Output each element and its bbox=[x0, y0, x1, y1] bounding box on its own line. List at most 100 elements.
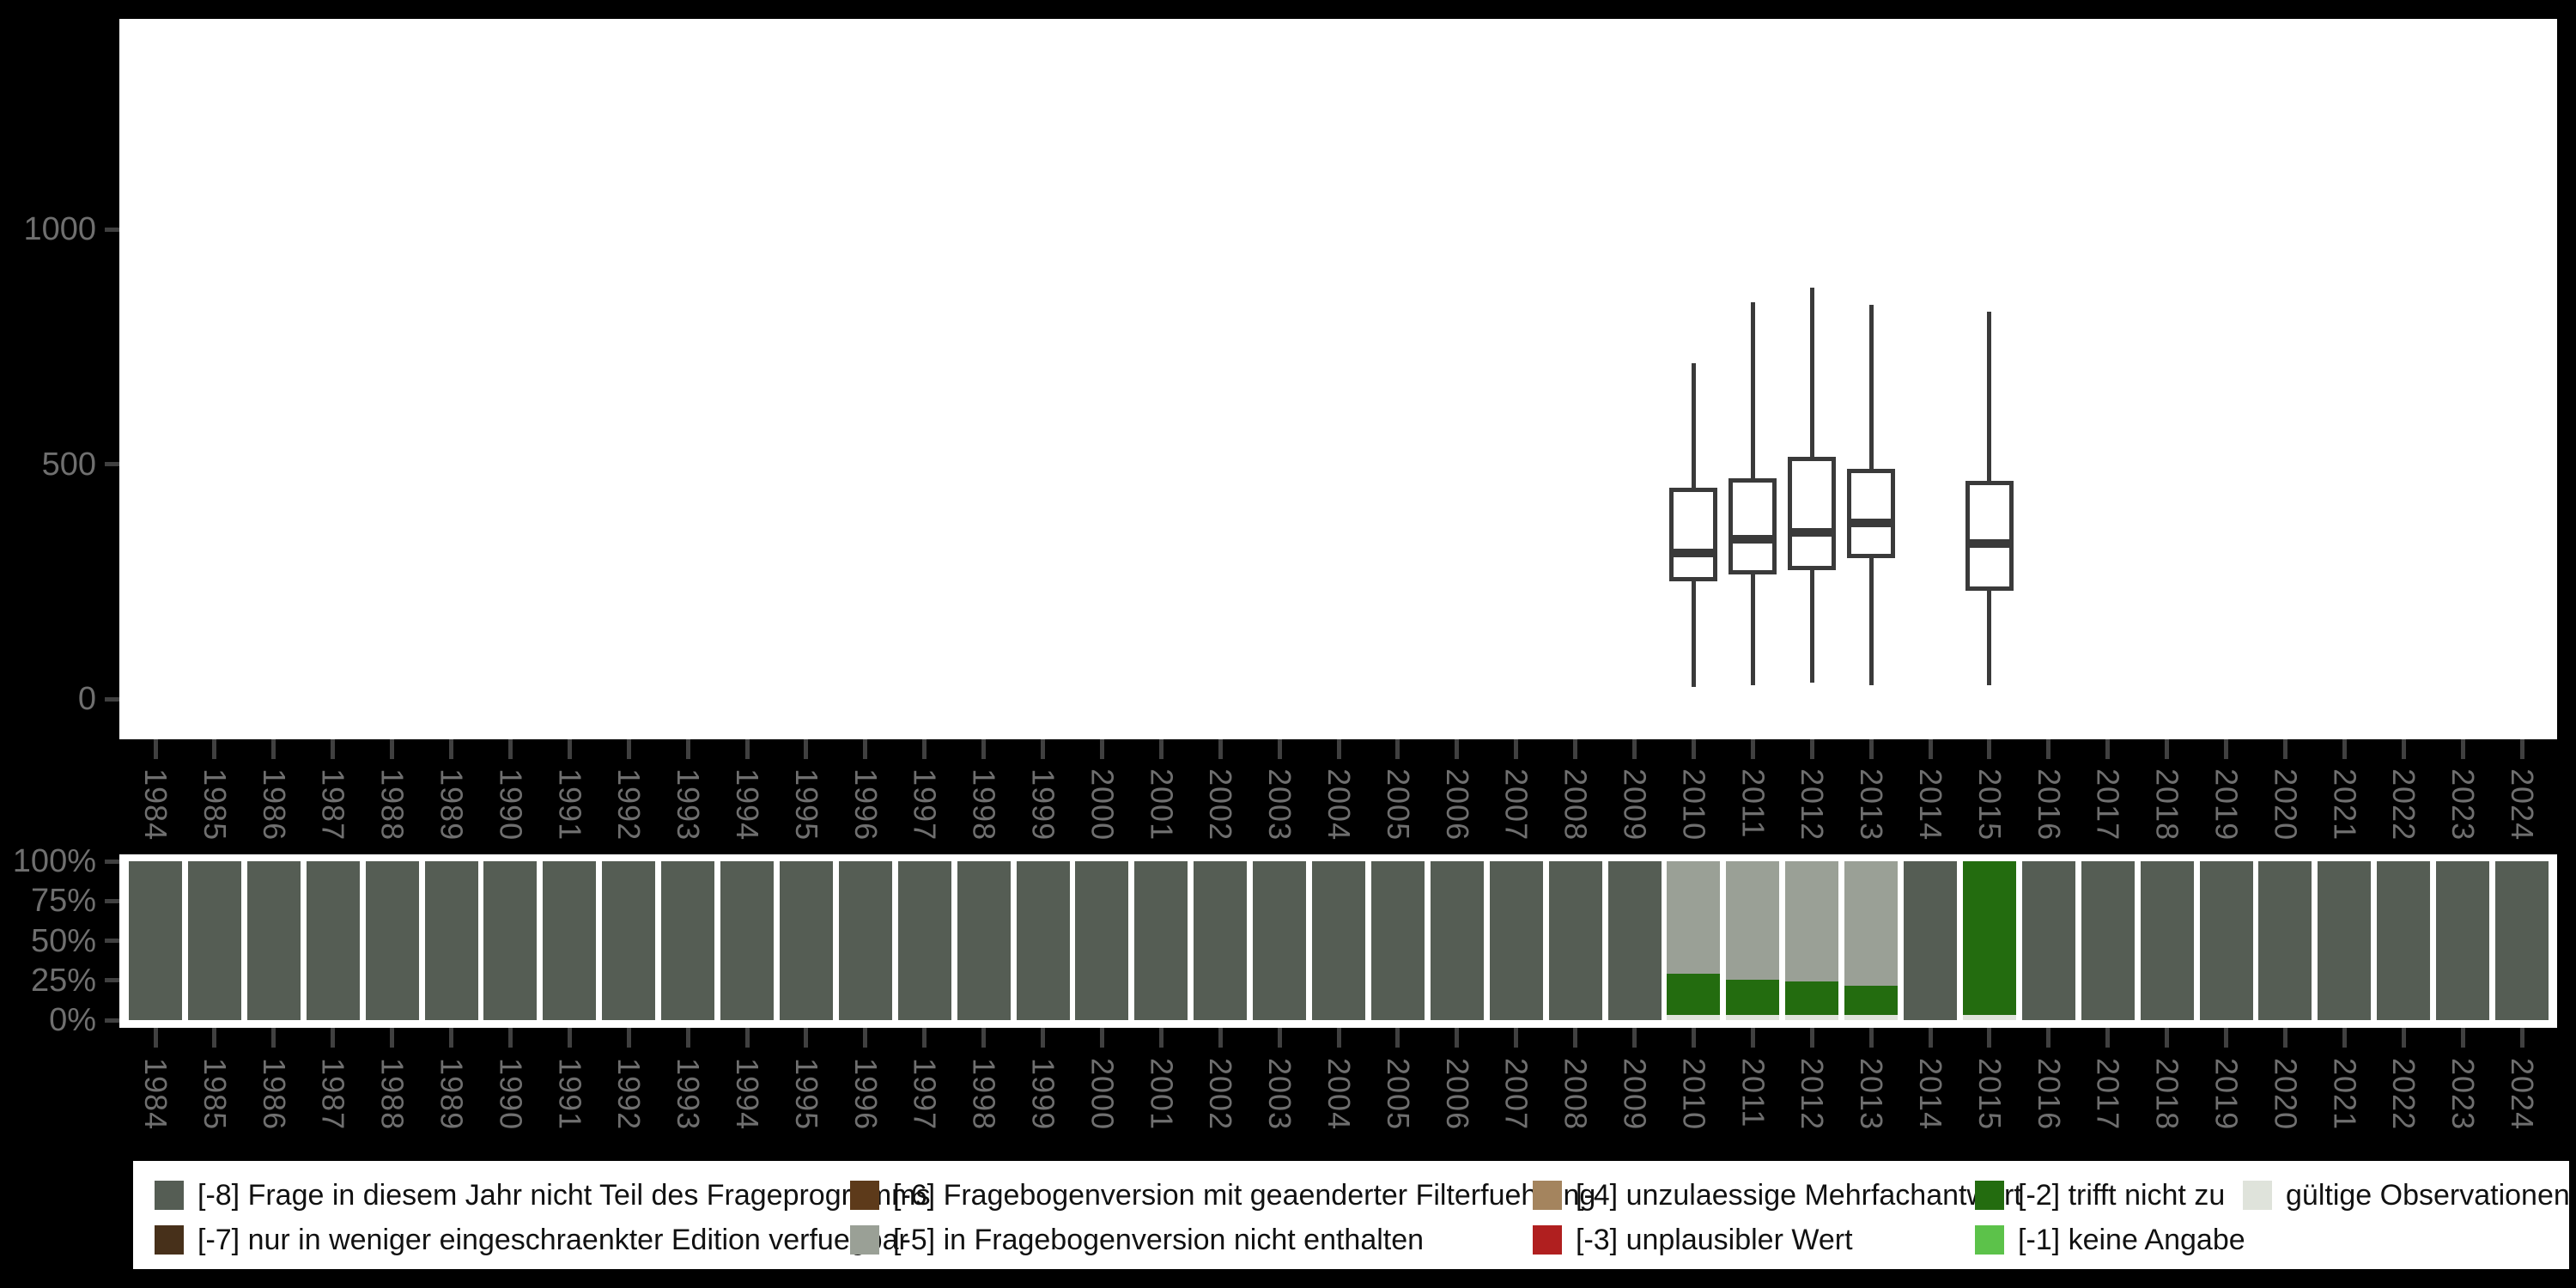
y-label-bars: 100% bbox=[12, 843, 96, 879]
y-label-boxplot: 500 bbox=[41, 446, 96, 483]
x-tick-boxplot bbox=[1395, 739, 1400, 759]
x-tick-boxplot bbox=[449, 739, 453, 759]
x-tick-boxplot bbox=[1514, 739, 1519, 759]
x-label-boxplot: 2000 bbox=[1084, 769, 1121, 841]
y-label-boxplot: 0 bbox=[77, 681, 96, 717]
x-label-boxplot: 2001 bbox=[1144, 769, 1180, 841]
x-tick-bars bbox=[1336, 1028, 1341, 1048]
x-label-boxplot: 2006 bbox=[1439, 769, 1475, 841]
bar-segment--8 bbox=[1253, 861, 1307, 1020]
x-label-bars: 2015 bbox=[1971, 1058, 2008, 1131]
legend-label-valid: gültige Observationen bbox=[2286, 1179, 2570, 1212]
x-label-boxplot: 1990 bbox=[493, 769, 529, 841]
x-label-boxplot: 1991 bbox=[552, 769, 588, 841]
x-tick-bars bbox=[744, 1028, 750, 1048]
x-label-bars: 2012 bbox=[1795, 1058, 1831, 1131]
x-label-boxplot: 2002 bbox=[1203, 769, 1239, 841]
bar-segment--8 bbox=[1194, 861, 1248, 1020]
x-tick-bars bbox=[2282, 1028, 2287, 1048]
box-median bbox=[1728, 535, 1777, 544]
y-tick-bars bbox=[105, 1018, 119, 1023]
x-tick-boxplot bbox=[1158, 739, 1163, 759]
x-tick-bars bbox=[212, 1028, 217, 1048]
x-tick-bars bbox=[1809, 1028, 1814, 1048]
y-tick-bars bbox=[105, 939, 119, 943]
x-label-boxplot: 2017 bbox=[2090, 769, 2126, 841]
x-tick-boxplot bbox=[1218, 739, 1223, 759]
y-tick-bars bbox=[105, 978, 119, 983]
x-tick-boxplot bbox=[863, 739, 868, 759]
x-label-bars: 1998 bbox=[966, 1058, 1002, 1131]
bar-segment--8 bbox=[1548, 861, 1602, 1020]
x-tick-bars bbox=[1928, 1028, 1933, 1048]
legend-label-[-6]: [-6] Fragebogenversion mit geaenderter F… bbox=[893, 1179, 1596, 1212]
x-label-bars: 2016 bbox=[2031, 1058, 2067, 1131]
x-label-boxplot: 2010 bbox=[1676, 769, 1712, 841]
legend-label-[-7]: [-7] nur in weniger eingeschraenkter Edi… bbox=[197, 1224, 908, 1256]
x-label-bars: 2022 bbox=[2386, 1058, 2422, 1131]
x-label-bars: 2010 bbox=[1676, 1058, 1712, 1131]
x-tick-boxplot bbox=[2401, 739, 2406, 759]
bar-segment--8 bbox=[2318, 861, 2372, 1020]
x-label-bars: 1997 bbox=[907, 1058, 943, 1131]
x-tick-boxplot bbox=[2046, 739, 2051, 759]
x-tick-boxplot bbox=[1455, 739, 1460, 759]
x-label-bars: 1999 bbox=[1025, 1058, 1061, 1131]
y-tick-bars bbox=[105, 859, 119, 864]
box-median bbox=[1847, 518, 1896, 527]
x-tick-boxplot bbox=[1987, 739, 1992, 759]
x-tick-bars bbox=[1987, 1028, 1992, 1048]
x-tick-bars bbox=[1218, 1028, 1223, 1048]
x-label-boxplot: 1994 bbox=[730, 769, 765, 841]
x-label-bars: 2019 bbox=[2208, 1058, 2245, 1131]
box-median bbox=[1965, 539, 2014, 549]
x-tick-boxplot bbox=[271, 739, 276, 759]
bar-segment--5 bbox=[1726, 861, 1780, 980]
bar-segment--5 bbox=[1785, 861, 1839, 981]
x-label-boxplot: 1998 bbox=[966, 769, 1002, 841]
bar-segment--8 bbox=[483, 861, 538, 1020]
x-tick-bars bbox=[2224, 1028, 2228, 1048]
y-label-bars: 25% bbox=[30, 962, 96, 999]
box-iqr bbox=[1788, 457, 1837, 570]
x-tick-bars bbox=[2046, 1028, 2051, 1048]
x-tick-bars bbox=[1691, 1028, 1696, 1048]
x-tick-bars bbox=[2460, 1028, 2465, 1048]
x-label-bars: 2008 bbox=[1558, 1058, 1594, 1131]
x-tick-boxplot bbox=[2224, 739, 2228, 759]
x-label-boxplot: 1997 bbox=[907, 769, 943, 841]
x-label-boxplot: 2023 bbox=[2445, 769, 2482, 841]
bar-segment--8 bbox=[1134, 861, 1188, 1020]
bar-segment--8 bbox=[1370, 861, 1425, 1020]
x-tick-boxplot bbox=[804, 739, 809, 759]
bar-segment--8 bbox=[897, 861, 951, 1020]
x-label-boxplot: 1996 bbox=[848, 769, 884, 841]
x-tick-bars bbox=[331, 1028, 336, 1048]
x-tick-boxplot bbox=[2460, 739, 2465, 759]
bar-segment--8 bbox=[602, 861, 656, 1020]
x-tick-boxplot bbox=[2519, 739, 2524, 759]
x-label-bars: 1988 bbox=[374, 1058, 410, 1131]
legend-label-[-2]: [-2] trifft nicht zu bbox=[2018, 1179, 2226, 1212]
x-label-boxplot: 1988 bbox=[374, 769, 410, 841]
x-tick-boxplot bbox=[2105, 739, 2111, 759]
x-label-boxplot: 2007 bbox=[1498, 769, 1534, 841]
x-tick-boxplot bbox=[390, 739, 395, 759]
x-label-bars: 2017 bbox=[2090, 1058, 2126, 1131]
legend-label-[-1]: [-1] keine Angabe bbox=[2018, 1224, 2245, 1256]
x-label-bars: 1995 bbox=[788, 1058, 824, 1131]
x-label-bars: 2023 bbox=[2445, 1058, 2482, 1131]
legend-label-[-5]: [-5] in Fragebogenversion nicht enthalte… bbox=[893, 1224, 1425, 1256]
x-tick-bars bbox=[1395, 1028, 1400, 1048]
bar-segment--8 bbox=[424, 861, 478, 1020]
x-label-bars: 2020 bbox=[2268, 1058, 2304, 1131]
x-label-boxplot: 1985 bbox=[197, 769, 233, 841]
x-tick-bars bbox=[626, 1028, 631, 1048]
x-tick-bars bbox=[2342, 1028, 2347, 1048]
x-label-bars: 2006 bbox=[1439, 1058, 1475, 1131]
x-label-bars: 1992 bbox=[611, 1058, 647, 1131]
bar-segment--8 bbox=[365, 861, 419, 1020]
x-label-bars: 1996 bbox=[848, 1058, 884, 1131]
x-tick-boxplot bbox=[1277, 739, 1282, 759]
